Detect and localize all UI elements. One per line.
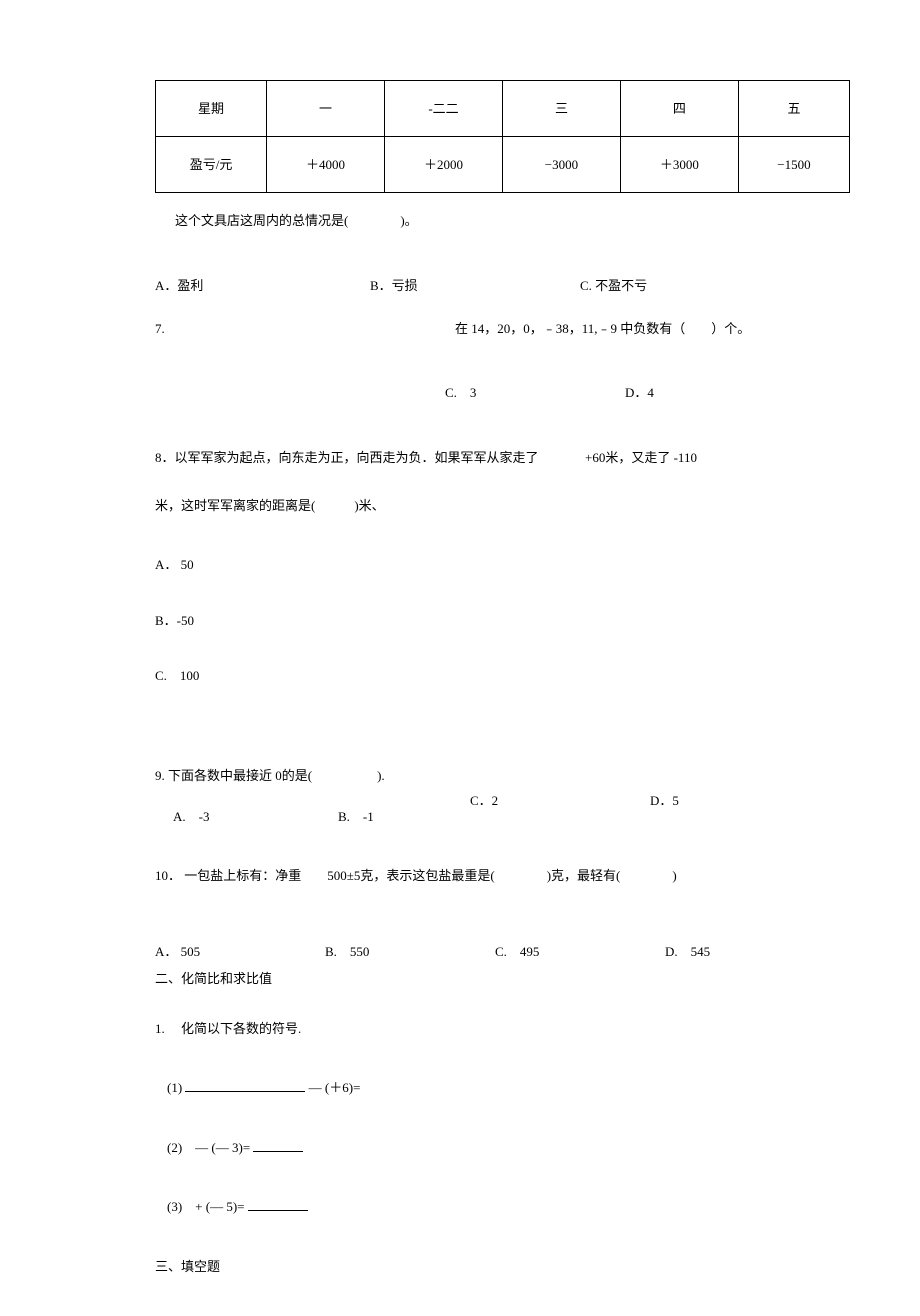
q8-opt-a: A． 50: [155, 555, 850, 575]
s2-q1: 1. 化简以下各数的符号.: [155, 1019, 850, 1039]
th-wed: 三: [502, 81, 620, 137]
q10-opt-c: C. 495: [495, 942, 665, 962]
val-fri: −1500: [738, 137, 849, 193]
s2-item2: (2) — (— 3)=: [155, 1138, 850, 1158]
profit-table: 星期 一 -二二 三 四 五 盈亏/元 ＋4000 ＋2000 −3000 ＋3…: [155, 80, 850, 193]
th-tue: -二二: [385, 81, 503, 137]
s2-item3: (3) + (— 5)=: [155, 1197, 850, 1217]
th-mon: 一: [267, 81, 385, 137]
q6-stem: 这个文具店这周内的总情况是( )。: [155, 211, 850, 231]
q6-opt-a: A．盈利: [155, 276, 370, 296]
val-wed: −3000: [502, 137, 620, 193]
val-mon: ＋4000: [267, 137, 385, 193]
q7-label: 7.: [155, 319, 455, 339]
val-tue: ＋2000: [385, 137, 503, 193]
q7-opt-d: D．4: [625, 383, 654, 403]
blank-line-3: [248, 1210, 308, 1211]
table-value-row: 盈亏/元 ＋4000 ＋2000 −3000 ＋3000 −1500: [156, 137, 850, 193]
q7-opt-c: C. 3: [445, 383, 625, 403]
q10-opt-d: D. 545: [665, 942, 710, 962]
q8-opt-c: C. 100: [155, 666, 850, 686]
q9-opt-b: B. -1: [338, 807, 374, 827]
section3-title: 三、填空题: [155, 1257, 850, 1277]
q9-opt-c: C．2: [470, 791, 650, 811]
q8-line1a: 8．以军军家为起点，向东走为正，向西走为负．如果军军从家走了: [155, 450, 539, 465]
th-fri: 五: [738, 81, 849, 137]
q10-stem: 10． 一包盐上标有：净重 500±5克，表示这包盐最重是( )克，最轻有( ): [155, 866, 850, 886]
s2-item1-suffix: — (＋6)=: [309, 1080, 361, 1095]
q10-opt-a: A． 505: [155, 942, 325, 962]
s2-item1-prefix: (1): [167, 1080, 182, 1095]
s2-item1: (1) — (＋6)=: [155, 1078, 850, 1098]
q10-opt-b: B. 550: [325, 942, 495, 962]
blank-line-2: [253, 1151, 303, 1152]
q9-opt-d: D．5: [650, 791, 679, 811]
th-week: 星期: [156, 81, 267, 137]
q6-opt-c: C. 不盈不亏: [580, 276, 647, 296]
q8-line1b: +60米，又走了 -110: [585, 450, 697, 465]
val-thu: ＋3000: [620, 137, 738, 193]
q8-opt-b: B．-50: [155, 611, 850, 631]
q9-stem: 9. 下面各数中最接近 0的是( ).: [155, 766, 850, 786]
table-header-row: 星期 一 -二二 三 四 五: [156, 81, 850, 137]
q6-opt-b: B．亏损: [370, 276, 580, 296]
q9-opt-a: A. -3: [173, 807, 338, 827]
q7-stem: 在 14，20，0，﹣38，11,﹣9 中负数有（ ）个。: [455, 319, 750, 339]
q8-line2: 米，这时军军离家的距离是( )米、: [155, 496, 850, 516]
section2-title: 二、化简比和求比值: [155, 969, 850, 989]
blank-line-1: [185, 1091, 305, 1092]
row-label: 盈亏/元: [156, 137, 267, 193]
th-thu: 四: [620, 81, 738, 137]
